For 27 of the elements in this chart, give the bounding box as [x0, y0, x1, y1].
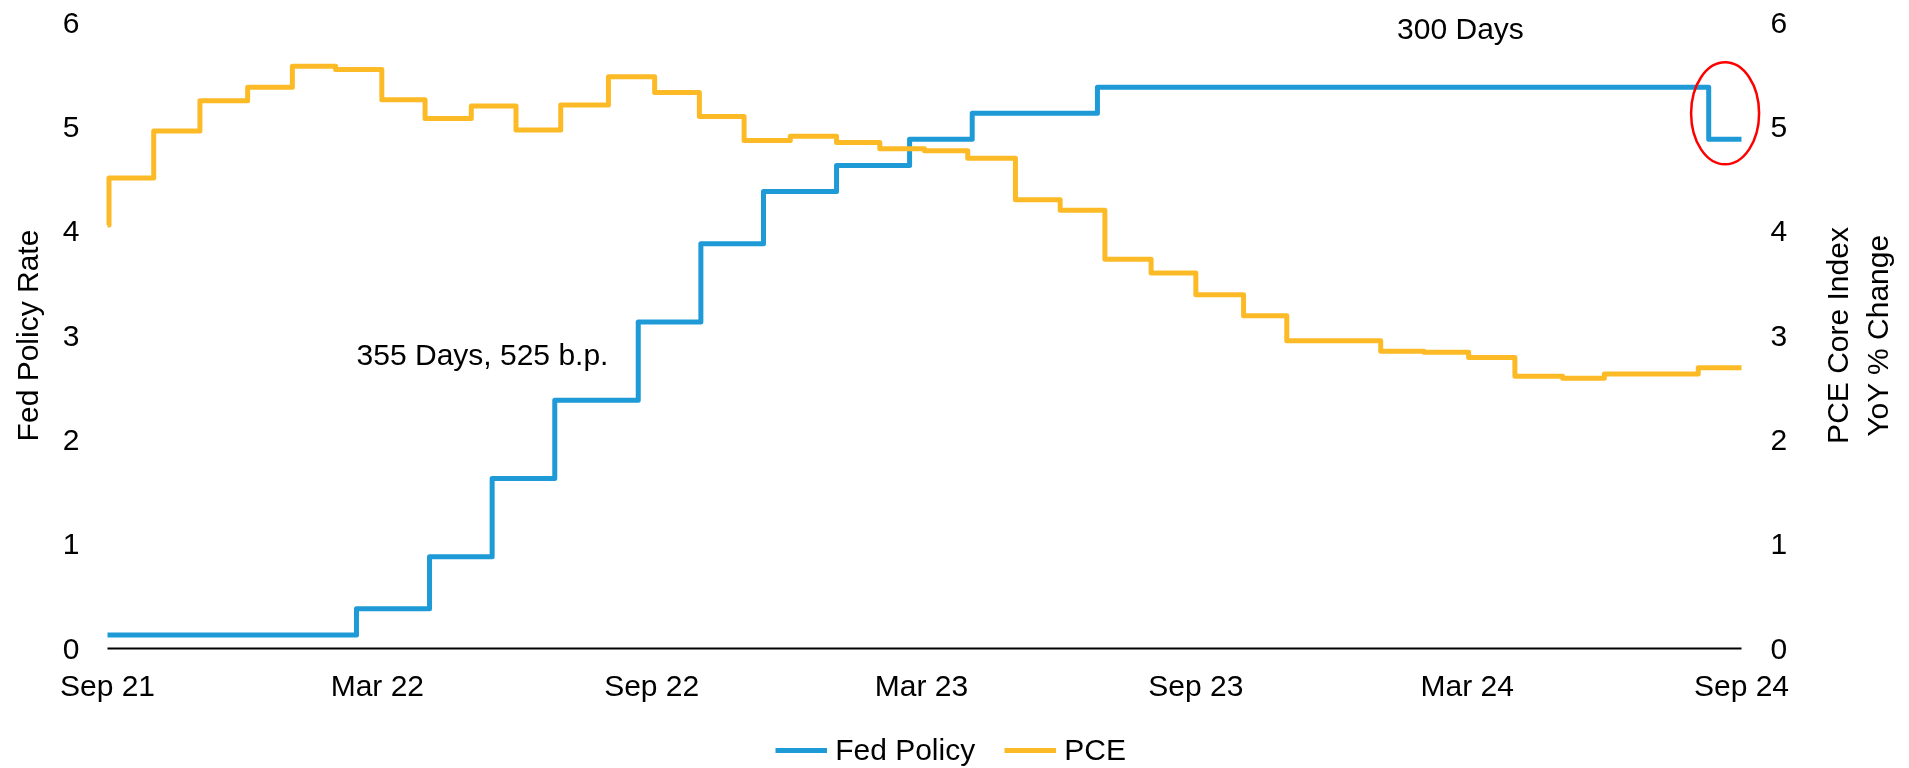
legend-label: PCE: [1064, 733, 1126, 767]
y-tick-label: 5: [62, 109, 80, 143]
x-tick-label: Mar 22: [330, 668, 425, 702]
y2-tick-label: 1: [1770, 527, 1788, 561]
y2-tick-label: 5: [1770, 109, 1788, 143]
annotation: 300 Days: [1397, 12, 1524, 46]
legend-label: Fed Policy: [835, 733, 976, 767]
x-tick-label: Sep 21: [59, 668, 156, 702]
x-tick-label: Mar 24: [1420, 668, 1514, 702]
y2-tick-label: 0: [1770, 631, 1788, 665]
y-tick-label: 1: [62, 527, 80, 561]
x-tick-label: Sep 24: [1693, 668, 1790, 702]
x-tick-label: Sep 22: [604, 668, 700, 702]
y-tick-label: 3: [62, 318, 80, 352]
y-tick-label: 2: [62, 422, 80, 456]
y2-tick-label: 2: [1770, 422, 1788, 456]
y-axis-title: Fed Policy Rate: [11, 229, 44, 442]
y-tick-label: 4: [62, 214, 80, 248]
y-tick-label: 6: [62, 5, 80, 39]
y2-tick-label: 3: [1770, 318, 1788, 352]
y-tick-label: 0: [62, 631, 80, 665]
x-tick-label: Mar 23: [874, 668, 969, 702]
x-tick-label: Sep 23: [1148, 668, 1244, 702]
y2-tick-label: 4: [1770, 214, 1788, 248]
y2-tick-label: 6: [1770, 5, 1788, 39]
y2-axis-title: PCE Core Index YoY % Change: [1821, 227, 1894, 444]
annotation: 355 Days, 525 b.p.: [356, 337, 609, 371]
